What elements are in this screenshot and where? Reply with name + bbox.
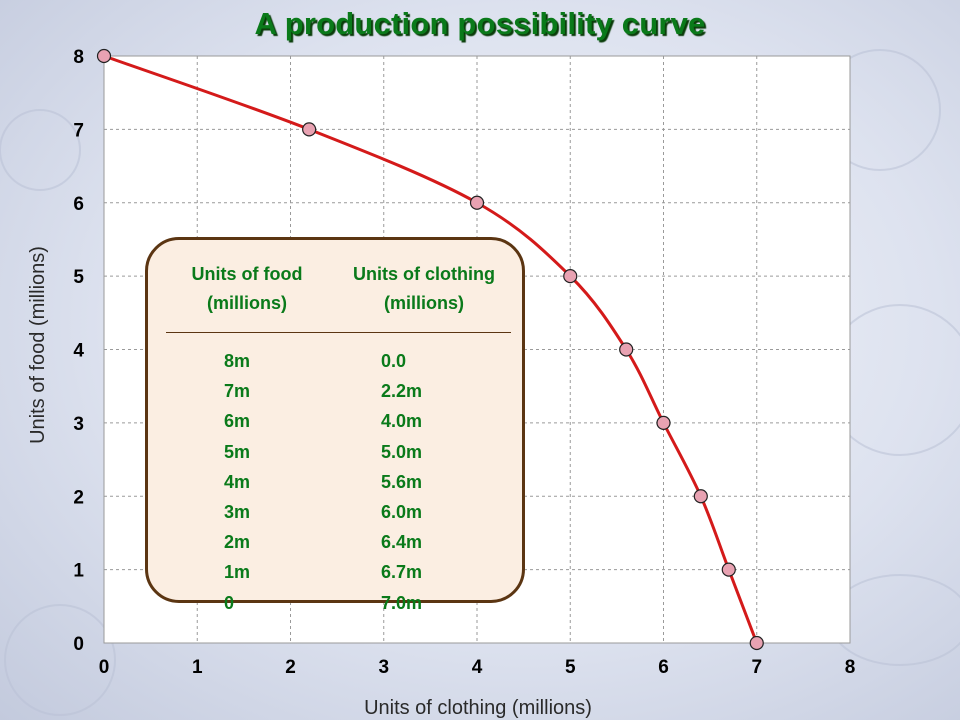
clothing-values-column: 0.0 2.2m 4.0m 5.0m 5.6m 6.0m 6.4m 6.7m 7.0m (381, 346, 422, 618)
x-tick-label: 7 (751, 657, 762, 678)
y-tick-label: 0 (73, 634, 84, 655)
data-point (721, 562, 736, 577)
x-tick-label: 6 (658, 657, 669, 678)
food-value: 7m (224, 381, 251, 402)
data-points (96, 48, 764, 651)
food-value: 0 (224, 592, 235, 613)
clothing-value: 6.0m (381, 502, 423, 523)
food-value: 1m (224, 562, 251, 583)
food-value: 6m (224, 411, 251, 432)
data-point (749, 635, 764, 651)
data-point (96, 48, 112, 64)
y-axis-title: Units of food (millions) (27, 246, 49, 444)
chart-title: A production possibility curve (254, 6, 706, 41)
clothing-value: 6.7m (381, 562, 423, 583)
food-value: 2m (224, 532, 251, 553)
y-tick-label: 3 (73, 414, 84, 435)
clothing-value: 0.0 (381, 351, 407, 371)
x-tick-label: 8 (845, 657, 856, 678)
y-tick-label: 7 (73, 120, 84, 141)
x-tick-label: 3 (378, 657, 389, 678)
x-axis-title: Units of clothing (millions) (364, 697, 592, 719)
food-value: 3m (224, 502, 251, 523)
y-tick-label: 4 (73, 341, 84, 362)
table-divider (166, 332, 511, 333)
y-tick-label: 8 (73, 47, 84, 68)
y-tick-label: 1 (73, 561, 84, 582)
x-tick-label: 2 (285, 657, 296, 678)
clothing-value: 2.2m (381, 381, 423, 402)
data-point (656, 415, 671, 430)
food-value: 4m (224, 471, 251, 492)
clothing-value: 7.0m (381, 592, 423, 613)
clothing-value: 6.4m (381, 532, 423, 553)
food-value: 5m (224, 441, 251, 462)
food-column-header: Units of food (millions) (191, 264, 303, 313)
clothing-value: 5.6m (381, 471, 423, 492)
x-tick-label: 5 (565, 657, 576, 678)
x-tick-label: 1 (192, 657, 203, 678)
y-tick-label: 6 (73, 194, 84, 215)
x-tick-label: 0 (99, 657, 110, 678)
data-point (693, 489, 708, 504)
food-value: 8m (224, 351, 251, 371)
x-tick-labels: 0 1 2 3 4 5 6 7 8 (99, 657, 856, 678)
clothing-value: 5.0m (381, 441, 423, 462)
data-point (302, 122, 317, 137)
data-point (619, 342, 634, 357)
clothing-value: 4.0m (381, 411, 423, 432)
y-tick-label: 2 (73, 487, 84, 508)
y-tick-label: 5 (73, 267, 84, 288)
data-point (563, 269, 578, 284)
y-tick-labels: 0 1 2 3 4 5 6 7 8 (73, 47, 84, 655)
data-table-box: Units of food (millions) Units of clothin… (145, 237, 525, 613)
data-point (469, 195, 485, 210)
food-values-column: 8m 7m 6m 5m 4m 3m 2m 1m 0 (224, 346, 250, 618)
clothing-column-header: Units of clothing (millions) (353, 264, 495, 313)
x-tick-label: 4 (472, 657, 483, 678)
